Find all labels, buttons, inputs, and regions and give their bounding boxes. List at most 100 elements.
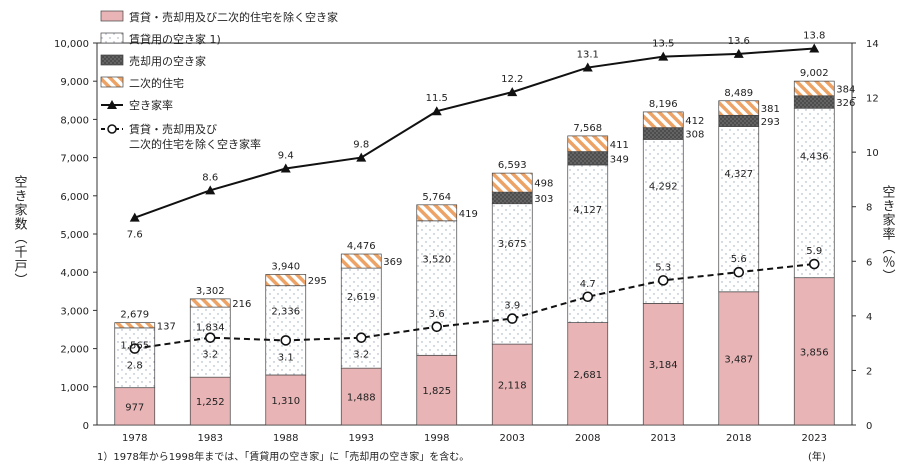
line-vacancy-rate — [134, 47, 815, 219]
line-label: 8.6 — [202, 172, 218, 183]
line-label: 11.5 — [426, 93, 448, 104]
data-label: 216 — [232, 299, 251, 310]
data-label: 2,118 — [498, 381, 527, 392]
line-series — [129, 43, 820, 354]
y-tick-label-left: 7,000 — [60, 154, 89, 165]
point-vacancy-rate — [129, 212, 140, 222]
x-tick-label: 2008 — [575, 433, 600, 444]
footnote: 1）1978年から1998年までは、「賃貸用の空き家」に「売却用の空き家」を含む… — [97, 450, 469, 463]
data-label: 2,681 — [573, 370, 602, 381]
data-label: 137 — [157, 321, 176, 332]
line-label: 2.8 — [127, 361, 143, 372]
point-vacancy-rate — [280, 163, 291, 173]
point-vacancy-rate — [582, 62, 593, 72]
data-label: 4,292 — [649, 181, 678, 192]
data-label: 381 — [761, 104, 780, 115]
data-label: 4,327 — [724, 169, 753, 180]
legend-label: 空き家率 — [129, 98, 173, 112]
data-label: 412 — [685, 116, 704, 127]
legend-label: 二次的住宅 — [129, 76, 184, 90]
y-tick-label-left: 5,000 — [60, 230, 89, 241]
y-axis-right: 0 2 4 6 8 10 12 14 — [852, 39, 879, 432]
point-vacancy-rate — [809, 43, 820, 53]
x-tick-label: 1993 — [349, 433, 374, 444]
bar-sale — [567, 151, 609, 166]
data-label: 369 — [383, 257, 402, 268]
data-label: 419 — [459, 209, 478, 220]
line-label: 3.2 — [202, 350, 218, 361]
data-label: 2,336 — [271, 307, 300, 318]
x-tick-label: 2023 — [802, 433, 827, 444]
data-label: 977 — [125, 402, 144, 413]
line-label: 9.8 — [353, 140, 369, 151]
bar-secondary — [491, 172, 533, 193]
bar-sale — [718, 114, 760, 127]
legend-swatch-other — [100, 10, 124, 22]
bar-secondary — [189, 298, 231, 308]
y-tick-label-left: 9,000 — [60, 77, 89, 88]
bar-rental — [340, 267, 382, 369]
line-label: 13.6 — [728, 36, 750, 47]
bar-other — [642, 303, 684, 426]
bar-secondary — [567, 135, 609, 152]
bar-secondary — [793, 80, 835, 97]
data-label: 1,825 — [422, 386, 451, 397]
point-other-vacancy-rate — [280, 335, 292, 346]
bar-secondary — [416, 204, 458, 222]
legend-swatch-secondary — [100, 76, 124, 88]
bar-other — [114, 387, 156, 426]
data-label: 384 — [836, 84, 855, 95]
data-label: 2,619 — [347, 292, 376, 303]
x-tick-label: 2003 — [500, 433, 525, 444]
y-tick-label-left: 6,000 — [60, 192, 89, 203]
data-label: 1,310 — [271, 396, 300, 407]
data-label: 3,487 — [724, 354, 753, 365]
x-tick-label: 1978 — [122, 433, 147, 444]
x-axis: 1978 1983 1988 1993 1998 2003 2008 2013 2018 2023 — [122, 433, 827, 444]
point-other-vacancy-rate — [204, 332, 216, 343]
y-tick-label-left: 10,000 — [54, 39, 89, 50]
data-label: 308 — [685, 130, 704, 141]
line-label: 3.6 — [429, 309, 445, 320]
bar-other — [189, 376, 231, 426]
legend-label: 賃貸用の空き家 1) — [129, 32, 221, 46]
data-label: 1,565 — [120, 341, 149, 352]
x-tick-label: 1983 — [198, 433, 223, 444]
bar-secondary — [340, 253, 382, 269]
legend-label: 売却用の空き家 — [129, 54, 206, 68]
total-label: 3,940 — [271, 261, 300, 272]
legend-swatch-sale — [100, 54, 124, 66]
bar-rental — [114, 327, 156, 389]
bar-sale — [642, 127, 684, 140]
data-label: 1,252 — [196, 397, 225, 408]
total-label: 8,196 — [649, 99, 678, 110]
bar-secondary — [642, 111, 684, 129]
data-label: 3,520 — [422, 254, 451, 265]
bar-other — [718, 291, 760, 426]
bar-other — [567, 322, 609, 426]
data-label: 4,436 — [800, 152, 829, 163]
point-vacancy-rate — [205, 185, 216, 195]
legend-label: 二次的住宅を除く空き家率 — [129, 137, 261, 151]
line-label: 3.9 — [504, 301, 520, 312]
line-label: 13.8 — [803, 30, 825, 41]
point-vacancy-rate — [356, 152, 367, 162]
y-axis-left-label: 空き家数（千戸） — [12, 175, 28, 287]
line-label: 3.2 — [353, 350, 369, 361]
x-tick-label: 2018 — [726, 433, 751, 444]
total-label: 5,764 — [422, 192, 451, 203]
line-label: 5.9 — [806, 246, 822, 257]
total-label: 8,489 — [724, 88, 753, 99]
total-label: 7,568 — [573, 123, 602, 134]
y-tick-label-right: 4 — [866, 312, 872, 323]
y-axis-right-label: 空き家率（％） — [880, 185, 896, 283]
x-tick-label: 1998 — [424, 433, 449, 444]
data-label: 293 — [761, 117, 780, 128]
line-label: 5.6 — [731, 254, 747, 265]
x-unit-label: (年) — [808, 450, 826, 463]
total-label: 6,593 — [498, 160, 527, 171]
legend-label: 賃貸・売却用及び二次的住宅を除く空き家 — [129, 10, 338, 24]
point-other-vacancy-rate — [733, 266, 745, 278]
legend-swatch-rental — [100, 32, 124, 44]
